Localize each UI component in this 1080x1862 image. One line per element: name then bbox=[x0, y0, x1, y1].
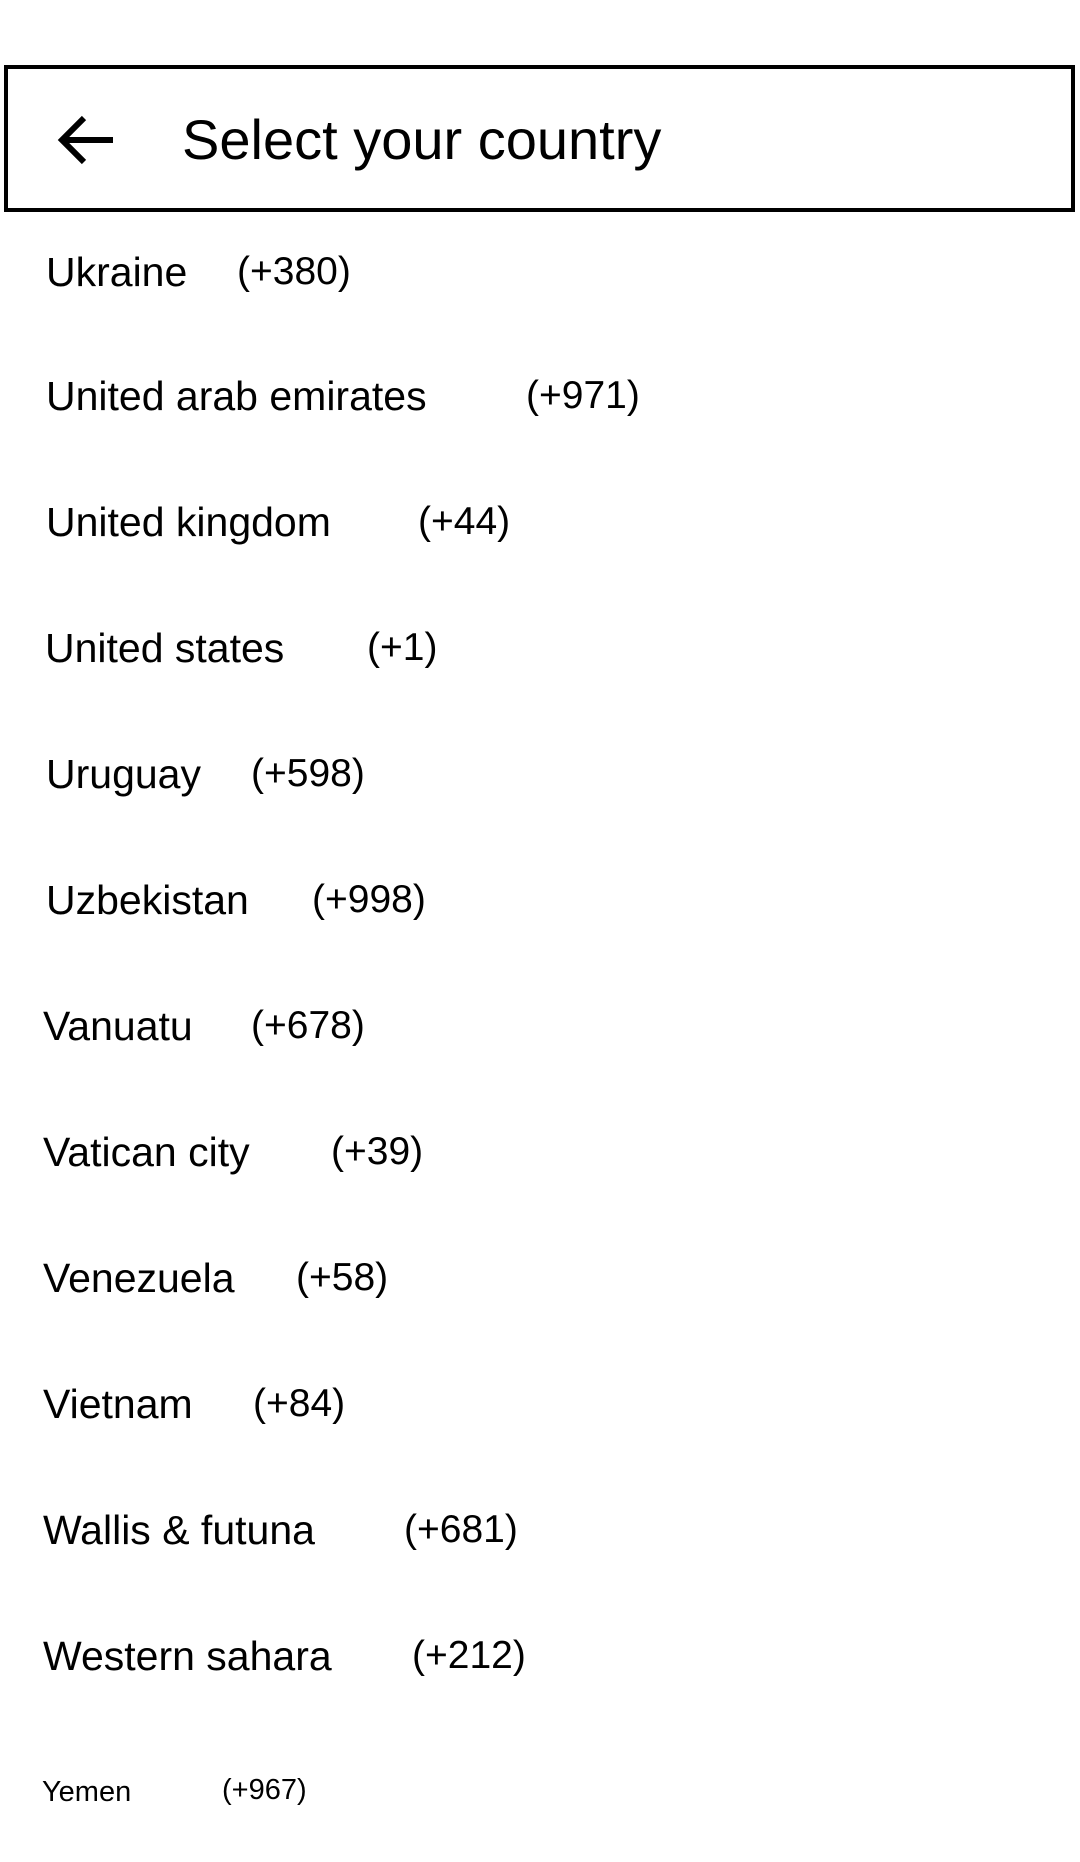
country-name: Yemen bbox=[42, 1776, 132, 1808]
country-row-united-states[interactable]: United states (+1) bbox=[0, 588, 1080, 714]
country-row-wallis-futuna[interactable]: Wallis & futuna (+681) bbox=[0, 1470, 1080, 1596]
country-dial-code: (+58) bbox=[296, 1256, 389, 1299]
country-name: United kingdom bbox=[46, 499, 331, 545]
arrow-left-icon bbox=[57, 115, 115, 165]
country-dial-code: (+998) bbox=[312, 878, 426, 921]
country-dial-code: (+971) bbox=[526, 374, 640, 417]
country-name: United states bbox=[45, 625, 285, 671]
country-name: Venezuela bbox=[43, 1255, 235, 1301]
country-row-vietnam[interactable]: Vietnam (+84) bbox=[0, 1344, 1080, 1470]
country-row-yemen[interactable]: Yemen (+967) bbox=[0, 1722, 1080, 1848]
country-name: Vanuatu bbox=[43, 1003, 193, 1049]
country-dial-code: (+967) bbox=[222, 1774, 307, 1806]
country-row-venezuela[interactable]: Venezuela (+58) bbox=[0, 1218, 1080, 1344]
country-name: United arab emirates bbox=[46, 373, 427, 419]
country-dial-code: (+212) bbox=[412, 1634, 526, 1677]
country-dial-code: (+44) bbox=[418, 500, 511, 543]
back-button[interactable] bbox=[51, 105, 121, 175]
country-row-ukraine[interactable]: Ukraine (+380) bbox=[0, 212, 1080, 336]
country-row-western-sahara[interactable]: Western sahara (+212) bbox=[0, 1596, 1080, 1722]
country-row-united-kingdom[interactable]: United kingdom (+44) bbox=[0, 462, 1080, 588]
country-dial-code: (+380) bbox=[237, 250, 351, 293]
country-row-vatican-city[interactable]: Vatican city (+39) bbox=[0, 1092, 1080, 1218]
country-dial-code: (+39) bbox=[331, 1130, 424, 1173]
country-row-uruguay[interactable]: Uruguay (+598) bbox=[0, 714, 1080, 840]
country-list: Ukraine (+380) United arab emirates (+97… bbox=[0, 212, 1080, 1848]
country-dial-code: (+598) bbox=[251, 752, 365, 795]
country-row-united-arab-emirates[interactable]: United arab emirates (+971) bbox=[0, 336, 1080, 462]
top-app-bar: Select your country bbox=[4, 65, 1075, 212]
country-name: Vietnam bbox=[43, 1381, 193, 1427]
country-name: Vatican city bbox=[43, 1129, 250, 1175]
country-name: Wallis & futuna bbox=[43, 1507, 315, 1553]
country-name: Uzbekistan bbox=[46, 877, 249, 923]
country-dial-code: (+678) bbox=[251, 1004, 365, 1047]
country-dial-code: (+1) bbox=[367, 626, 438, 669]
country-name: Uruguay bbox=[46, 751, 201, 797]
page-title: Select your country bbox=[182, 108, 662, 171]
country-dial-code: (+84) bbox=[253, 1382, 346, 1425]
country-row-vanuatu[interactable]: Vanuatu (+678) bbox=[0, 966, 1080, 1092]
country-name: Ukraine bbox=[46, 249, 188, 295]
country-name: Western sahara bbox=[43, 1633, 332, 1679]
country-row-uzbekistan[interactable]: Uzbekistan (+998) bbox=[0, 840, 1080, 966]
country-dial-code: (+681) bbox=[404, 1508, 518, 1551]
